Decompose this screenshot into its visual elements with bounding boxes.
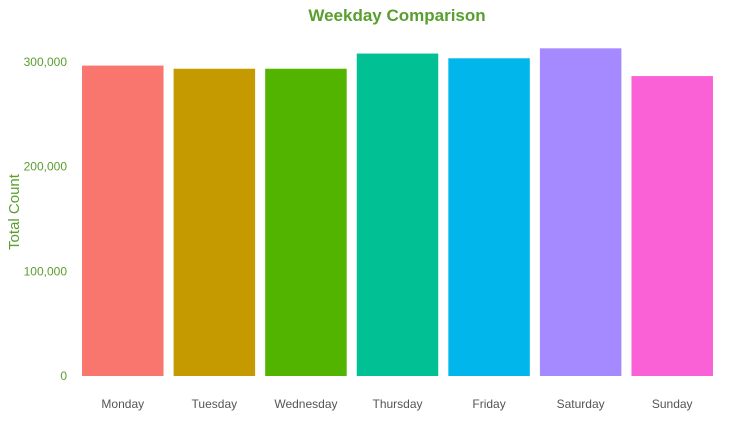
bar-saturday bbox=[539, 48, 622, 376]
x-tick-label: Monday bbox=[101, 397, 144, 411]
y-axis-label: Total Count bbox=[6, 173, 23, 250]
x-tick-label: Sunday bbox=[652, 397, 693, 411]
x-tick-label: Thursday bbox=[372, 397, 422, 411]
bars-group bbox=[82, 48, 713, 376]
y-axis-ticks: 0 100,000 200,000 300,000 bbox=[24, 55, 68, 383]
bar-thursday bbox=[356, 53, 439, 376]
x-tick-label: Saturday bbox=[557, 397, 605, 411]
y-tick-label: 100,000 bbox=[24, 264, 68, 278]
bar-tuesday bbox=[173, 68, 256, 376]
bar-sunday bbox=[631, 76, 713, 376]
chart-title: Weekday Comparison bbox=[308, 6, 485, 25]
bar-monday bbox=[82, 65, 164, 376]
x-axis-ticks: Monday Tuesday Wednesday Thursday Friday Satu… bbox=[101, 397, 692, 411]
y-tick-label: 200,000 bbox=[24, 160, 68, 174]
bar-friday bbox=[448, 58, 530, 376]
x-tick-label: Tuesday bbox=[192, 397, 238, 411]
x-tick-label: Friday bbox=[472, 397, 505, 411]
bar-wednesday bbox=[265, 68, 347, 376]
y-tick-label: 300,000 bbox=[24, 55, 68, 69]
x-tick-label: Wednesday bbox=[274, 397, 337, 411]
y-tick-label: 0 bbox=[60, 369, 67, 383]
